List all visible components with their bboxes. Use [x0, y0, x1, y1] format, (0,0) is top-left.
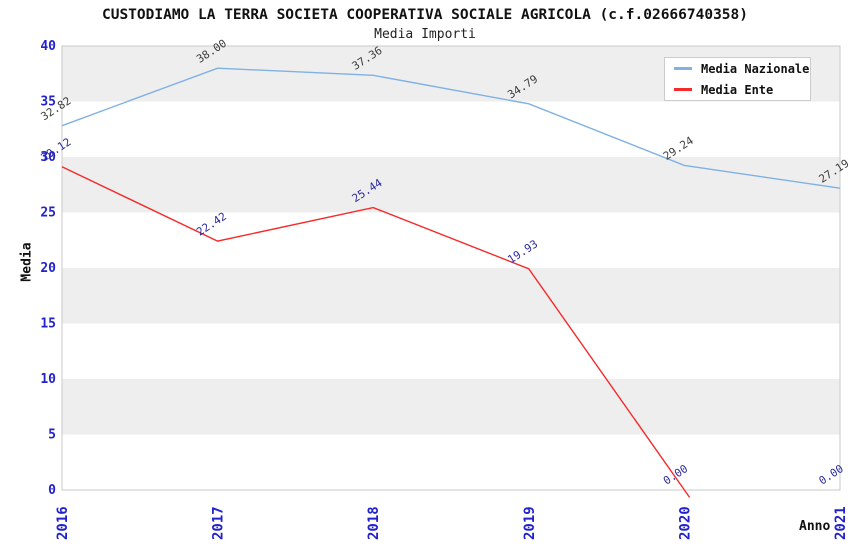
x-tick-label: 2020: [677, 506, 693, 540]
y-tick-label: 20: [40, 261, 56, 276]
x-axis-title: Anno: [799, 519, 831, 534]
y-tick-label: 5: [48, 428, 56, 443]
legend-item: Media Nazionale: [674, 62, 810, 76]
media-nazionale-line: [61, 67, 841, 189]
plot-band: [62, 379, 840, 435]
y-tick-label: 10: [40, 372, 56, 387]
legend-label: Media Nazionale: [701, 61, 810, 76]
x-tick-label: 2017: [211, 506, 227, 540]
y-tick-label: 30: [40, 150, 56, 165]
plot-band: [62, 434, 840, 490]
x-tick-label: 2019: [522, 506, 538, 540]
plot-band: [62, 268, 840, 324]
y-axis-title: Media: [19, 242, 35, 282]
legend-line-swatch: [674, 67, 692, 70]
x-tick-label: 2016: [55, 506, 71, 540]
plot-band: [62, 323, 840, 379]
chart-subtitle: Media Importi: [374, 27, 476, 42]
y-tick-label: 0: [48, 483, 56, 498]
legend-line-swatch: [674, 88, 692, 91]
legend-item: Media Ente: [674, 83, 810, 97]
y-tick-label: 15: [40, 317, 56, 332]
plot-band: [62, 157, 840, 213]
legend: Media Nazionale Media Ente: [664, 57, 811, 101]
y-tick-label: 40: [40, 39, 56, 54]
chart-title: CUSTODIAMO LA TERRA SOCIETA COOPERATIVA …: [101, 7, 748, 23]
x-tick-label: 2021: [833, 506, 849, 540]
media-ente-line: [61, 166, 691, 498]
plot-band: [62, 212, 840, 268]
legend-label: Media Ente: [701, 82, 774, 97]
plot-frame: [61, 45, 841, 491]
y-tick-label: 25: [40, 206, 56, 221]
y-tick-label: 35: [40, 95, 56, 110]
x-tick-label: 2018: [366, 506, 382, 540]
plot-band: [62, 101, 840, 157]
